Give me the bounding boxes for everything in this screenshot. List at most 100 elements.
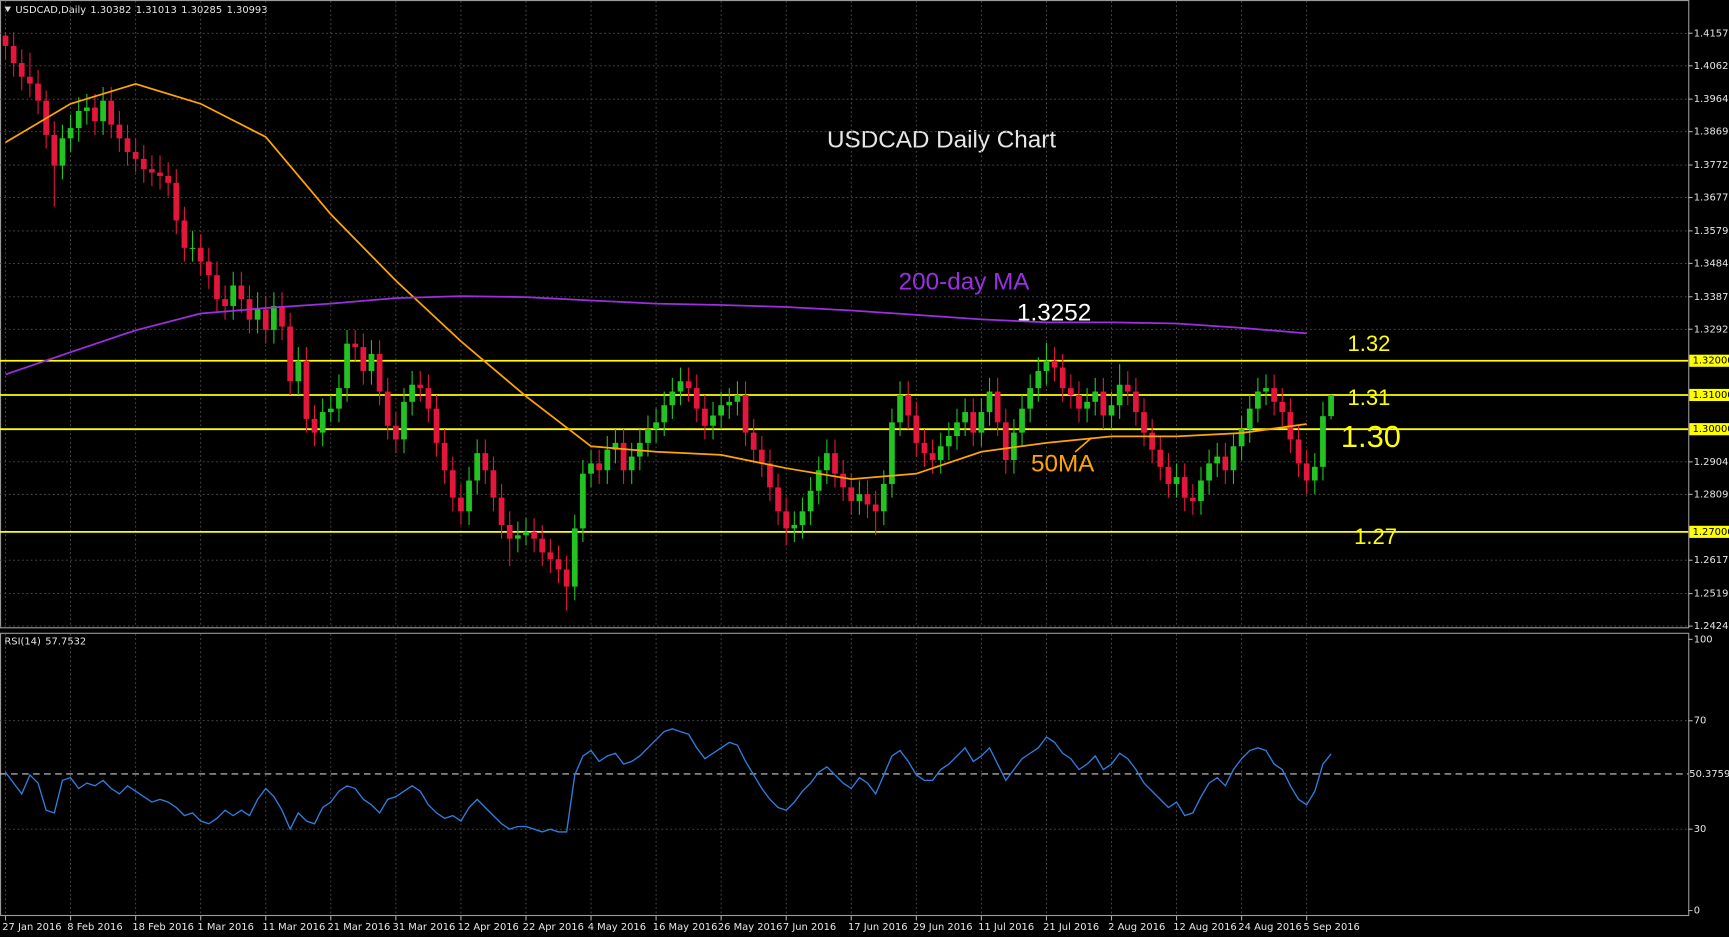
level-annotation: 1.27 bbox=[1354, 524, 1397, 549]
candle-body bbox=[124, 138, 131, 153]
candle-body bbox=[539, 538, 546, 553]
candle-body bbox=[945, 436, 952, 447]
candle-body bbox=[368, 353, 375, 372]
candle-body bbox=[563, 569, 570, 587]
candle-body bbox=[1100, 391, 1107, 416]
x-tick-label: 7 Jun 2016 bbox=[783, 922, 836, 933]
x-tick-label: 5 Sep 2016 bbox=[1303, 922, 1359, 933]
rsi-readout: RSI(14) 57.7532 bbox=[4, 637, 86, 648]
x-tick-label: 8 Feb 2016 bbox=[67, 922, 122, 933]
pointer-line bbox=[1074, 437, 1093, 453]
candle-body bbox=[742, 394, 749, 433]
x-tick-label: 11 Jul 2016 bbox=[978, 922, 1034, 933]
candle-body bbox=[458, 497, 464, 512]
y-tick-label: 1.40620 bbox=[1694, 61, 1729, 72]
candle-body bbox=[466, 480, 472, 512]
candle-body bbox=[856, 494, 863, 502]
candle-body bbox=[783, 511, 790, 529]
candle-body bbox=[669, 391, 676, 406]
candle-body bbox=[758, 449, 765, 464]
candle-body bbox=[880, 483, 887, 512]
candle-body bbox=[807, 490, 814, 512]
candle-body bbox=[685, 381, 692, 389]
candle-body bbox=[181, 220, 188, 248]
candle-body bbox=[555, 559, 562, 570]
candle-body bbox=[954, 422, 960, 437]
candle-body bbox=[604, 449, 611, 471]
candle-body bbox=[824, 453, 830, 471]
candle-body bbox=[523, 531, 529, 536]
moving-average-line bbox=[5, 295, 1307, 376]
candle-body bbox=[1059, 367, 1066, 389]
candle-body bbox=[693, 388, 700, 409]
candle-body bbox=[75, 110, 82, 129]
candle-body bbox=[222, 299, 228, 306]
candle-body bbox=[59, 138, 66, 166]
candle-body bbox=[67, 128, 74, 139]
chart-title: USDCAD Daily Chart bbox=[827, 127, 1056, 154]
x-tick-label: 11 Mar 2016 bbox=[262, 922, 325, 933]
candle-body bbox=[149, 169, 155, 173]
x-tick-label: 17 Jun 2016 bbox=[848, 922, 908, 933]
candle-body bbox=[1222, 456, 1229, 471]
level-tag bbox=[1689, 423, 1729, 436]
candle-body bbox=[205, 261, 212, 276]
x-tick-label: 21 Mar 2016 bbox=[327, 922, 390, 933]
candle-body bbox=[775, 487, 781, 512]
candle-body bbox=[710, 415, 716, 426]
candle-body bbox=[360, 347, 367, 372]
x-tick-label: 22 Apr 2016 bbox=[523, 922, 584, 933]
candle-body bbox=[336, 388, 342, 409]
candle-body bbox=[531, 531, 537, 539]
candle-body bbox=[1141, 412, 1147, 433]
candle-body bbox=[1279, 401, 1286, 413]
y-tick-label: 1.41570 bbox=[1694, 28, 1729, 39]
candle-body bbox=[872, 504, 879, 512]
candle-body bbox=[848, 487, 855, 502]
candle-body bbox=[677, 381, 684, 392]
candle-body bbox=[978, 412, 985, 433]
y-tick-label: 70 bbox=[1694, 716, 1707, 727]
level-tag bbox=[1689, 388, 1729, 402]
level-annotation: 1.31 bbox=[1347, 385, 1390, 410]
candle-body bbox=[1092, 391, 1099, 402]
candle-body bbox=[482, 453, 489, 471]
candle-body bbox=[929, 453, 936, 460]
candle-body bbox=[1035, 371, 1042, 389]
candle-body bbox=[702, 408, 708, 426]
candle-body bbox=[1230, 446, 1237, 471]
candle-body bbox=[287, 326, 294, 382]
candle-body bbox=[791, 524, 798, 529]
candle-body bbox=[1328, 395, 1334, 417]
candle-body bbox=[319, 412, 326, 433]
y-tick-label: 1.33870 bbox=[1694, 292, 1729, 303]
candle-body bbox=[254, 309, 261, 320]
close-value: 1.30993 bbox=[227, 5, 268, 16]
candle-body bbox=[295, 360, 302, 382]
candle-body bbox=[173, 182, 180, 221]
candle-body bbox=[197, 247, 204, 262]
candle-body bbox=[1051, 360, 1058, 368]
y-tick-label: 1.28095 bbox=[1694, 489, 1729, 500]
candle-body bbox=[417, 384, 424, 389]
candle-body bbox=[994, 391, 1001, 423]
candle-body bbox=[140, 158, 147, 170]
candle-body bbox=[1311, 466, 1318, 481]
candle-body bbox=[1149, 432, 1156, 450]
y-tick-label: 30 bbox=[1694, 824, 1707, 835]
candle-body bbox=[889, 422, 895, 484]
candle-body bbox=[799, 511, 806, 525]
candle-body bbox=[384, 391, 391, 426]
y-tick-label: 1.36770 bbox=[1694, 193, 1729, 204]
level-annotation: 1.32 bbox=[1347, 331, 1390, 356]
candle-body bbox=[1198, 480, 1204, 502]
candle-body bbox=[921, 442, 928, 454]
level-tag-label: 1.31000 bbox=[1693, 390, 1729, 401]
candle-body bbox=[1027, 388, 1034, 409]
candle-body bbox=[18, 63, 25, 77]
candle-body bbox=[1303, 463, 1310, 481]
high-value: 1.31013 bbox=[136, 5, 177, 16]
candle-body bbox=[815, 470, 822, 491]
candle-body bbox=[1011, 432, 1017, 460]
candle-body bbox=[1255, 391, 1261, 409]
